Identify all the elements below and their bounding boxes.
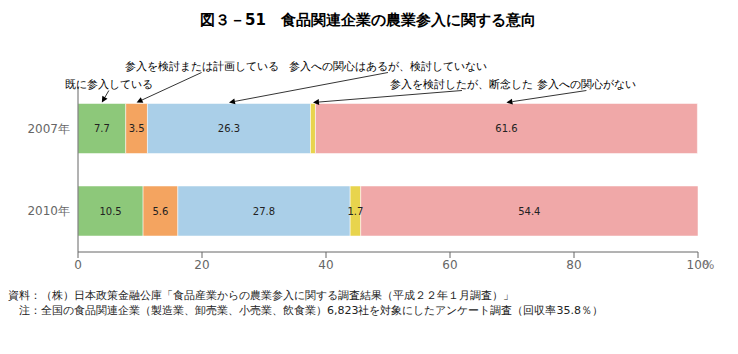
svg-text:参入への関心はあるが、検討していない: 参入への関心はあるが、検討していない: [289, 60, 487, 73]
svg-text:参入を検討または計画している: 参入を検討または計画している: [125, 60, 279, 73]
html-text:資料：（株）日本政策金融公庫「食品産業からの農業参入に関する: 資料：（株）日本政策金融公庫「食品産業からの農業参入に関する調査結果（平成２２年…: [8, 289, 514, 302]
svg-text:3.5: 3.5: [129, 123, 145, 134]
svg-text:100: 100: [686, 257, 710, 272]
html-text:図３－51 食品関連企業の農業参入に関する意向: 図３－51 食品関連企業の農業参入に関する意向: [200, 11, 536, 29]
html-text:注：全国の食品関連企業（製造業、卸売業、小売業、飲食業）6,: 注：全国の食品関連企業（製造業、卸売業、小売業、飲食業）6,823社を対象にした…: [8, 304, 603, 317]
svg-text:2007年: 2007年: [27, 122, 70, 136]
svg-text:40: 40: [318, 258, 333, 272]
svg-text:61.6: 61.6: [495, 123, 517, 134]
svg-text:既に参入している: 既に参入している: [65, 78, 153, 91]
svg-text:27.8: 27.8: [253, 206, 275, 217]
svg-text:26.3: 26.3: [218, 123, 240, 134]
svg-text:5.6: 5.6: [153, 206, 169, 217]
svg-text:60: 60: [442, 258, 457, 272]
svg-text:0: 0: [74, 258, 82, 272]
svg-text:10.5: 10.5: [99, 206, 121, 217]
svg-text:20: 20: [194, 258, 209, 272]
svg-text:80: 80: [566, 258, 581, 272]
svg-text:1.7: 1.7: [347, 206, 363, 217]
svg-text:参入を検討したが、断念した: 参入を検討したが、断念した: [390, 78, 533, 91]
svg-text:%: %: [703, 258, 714, 272]
svg-text:2010年: 2010年: [27, 204, 70, 218]
svg-text:7.7: 7.7: [94, 123, 110, 134]
svg-text:54.4: 54.4: [518, 206, 540, 217]
svg-text:参入への関心がない: 参入への関心がない: [537, 78, 636, 91]
